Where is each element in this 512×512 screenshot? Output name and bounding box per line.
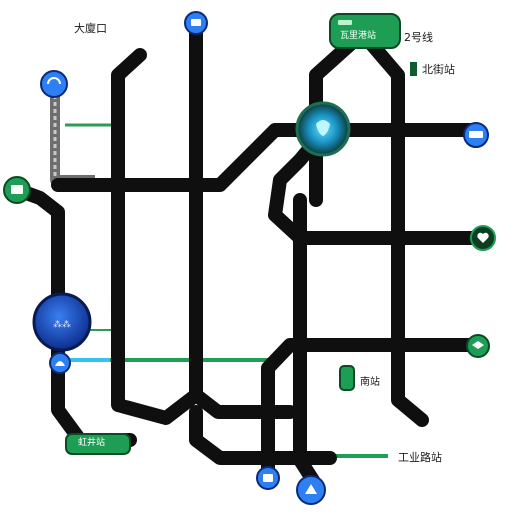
route-lower-horizontal [261, 338, 477, 482]
bus-icon [191, 19, 201, 26]
legend-marker [410, 62, 417, 76]
route-left-bottom [111, 298, 203, 425]
label-bottom-right: 工业路站 [398, 451, 442, 464]
pill-bar-icon [338, 20, 352, 25]
metro-icon [263, 474, 273, 482]
route-vertical-main [189, 18, 297, 419]
tram-icon [469, 131, 483, 138]
center-marker[interactable] [339, 365, 355, 391]
big-station-glyphs: ⁂⁂ [53, 319, 71, 330]
route-left-loop [11, 183, 87, 447]
glow-station-ring [295, 101, 351, 157]
route-top-center-left [309, 33, 362, 207]
station-top-left[interactable] [40, 70, 68, 98]
route-mid-horizontal [268, 123, 487, 245]
route-left-upper [111, 48, 147, 312]
leaf-icon [55, 361, 65, 366]
heart-icon [477, 232, 489, 243]
ticket-icon [472, 341, 484, 349]
label-top-right: 2号线 [404, 31, 433, 44]
route-bottom [189, 405, 337, 465]
route-top-center-right [361, 33, 429, 427]
route-upper-horizontal [51, 123, 482, 192]
label-center-small: 南站 [360, 377, 380, 388]
bottom-left-pill[interactable] [65, 433, 131, 455]
pill-top-center-text: 瓦里港站 [340, 31, 377, 41]
drop-icon [316, 120, 330, 136]
label-right-upper: 北街站 [422, 63, 455, 76]
boat-icon [305, 484, 317, 494]
big-blue-station[interactable] [32, 292, 92, 352]
pill-bottom-left-text: 虹井站 [78, 438, 106, 448]
label-top-left: 大廈口 [74, 22, 107, 35]
train-icon [11, 185, 23, 194]
refresh-icon [47, 77, 61, 85]
